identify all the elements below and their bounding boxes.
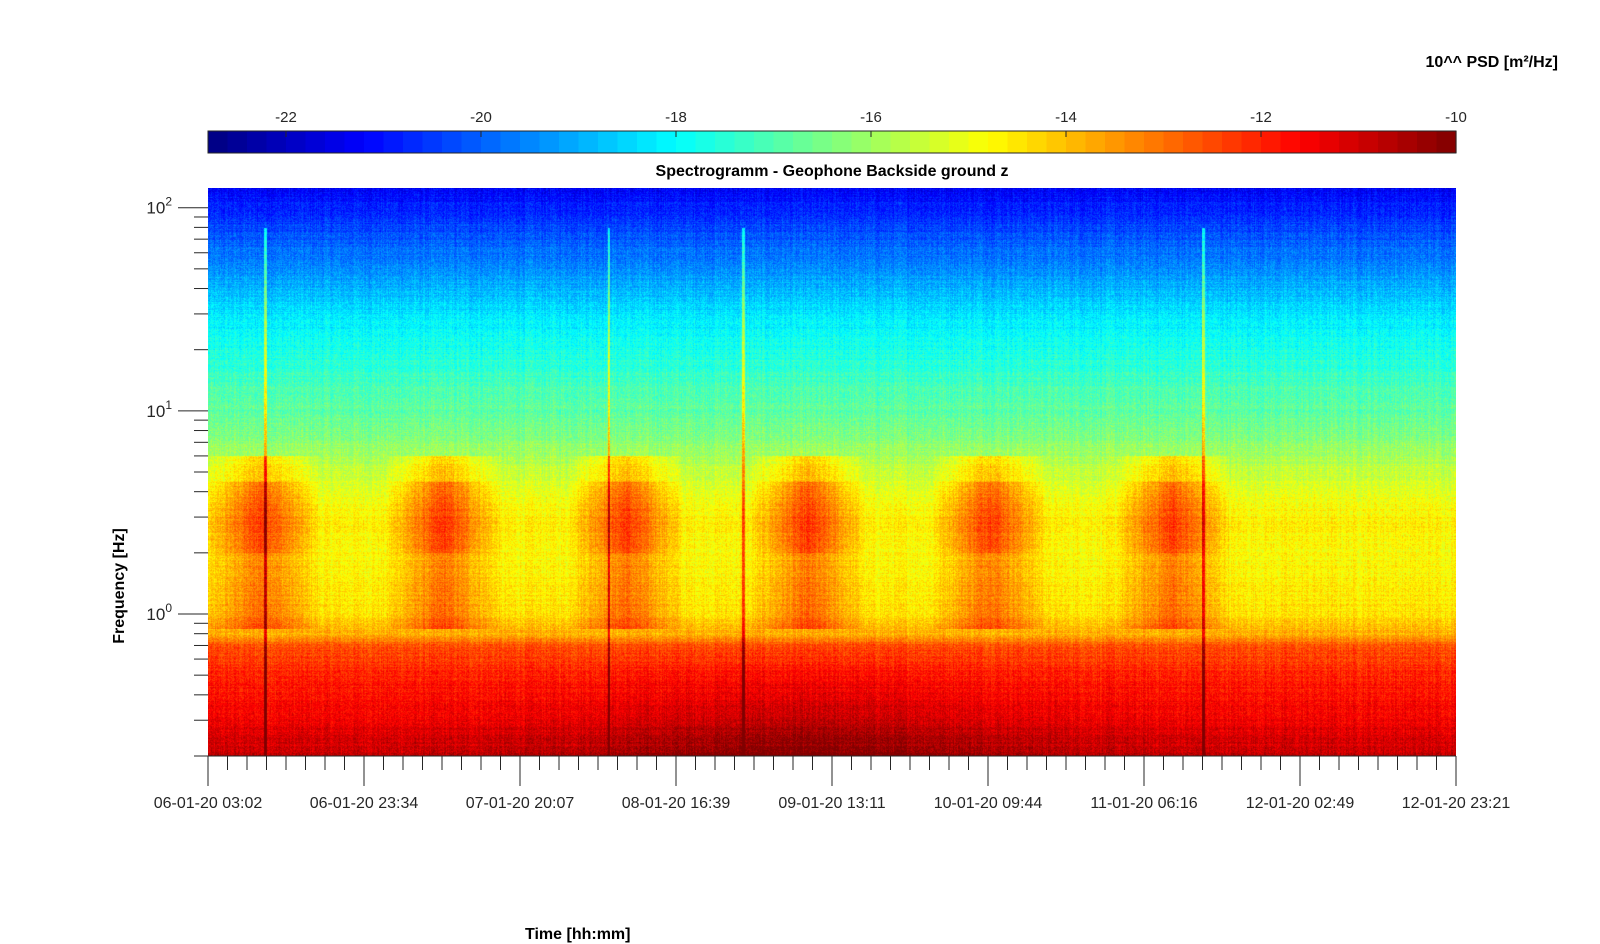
colorbar-segment <box>539 131 560 153</box>
colorbar-segment <box>1222 131 1243 153</box>
colorbar-segment <box>1319 131 1340 153</box>
colorbar-tick-label: -18 <box>665 109 687 126</box>
colorbar-segment <box>364 131 385 153</box>
colorbar-segment <box>383 131 404 153</box>
colorbar-segment <box>1339 131 1360 153</box>
y-tick-label: 102 <box>146 195 172 218</box>
colorbar-segment <box>1007 131 1028 153</box>
colorbar-tick-label: -10 <box>1445 109 1467 126</box>
colorbar-segment <box>851 131 872 153</box>
colorbar-segment <box>754 131 775 153</box>
x-tick-label: 09-01-20 13:11 <box>778 795 885 812</box>
colorbar-segment <box>1397 131 1418 153</box>
colorbar-frame <box>207 130 1457 154</box>
colorbar-segment <box>1183 131 1204 153</box>
colorbar-segment <box>481 131 502 153</box>
colorbar-segment <box>1163 131 1184 153</box>
colorbar-segment <box>305 131 326 153</box>
colorbar-tick-label: -16 <box>860 109 882 126</box>
x-tick-label: 11-01-20 06:16 <box>1090 795 1197 812</box>
colorbar-segment <box>1066 131 1087 153</box>
colorbar-segment <box>637 131 658 153</box>
colorbar-segment <box>1358 131 1379 153</box>
colorbar-segment <box>559 131 580 153</box>
colorbar-segment <box>442 131 463 153</box>
colorbar-segment <box>422 131 443 153</box>
colorbar-segment <box>1436 131 1457 153</box>
colorbar-segment <box>266 131 287 153</box>
colorbar-segment <box>578 131 599 153</box>
colorbar-segment <box>1124 131 1145 153</box>
colorbar-segment <box>734 131 755 153</box>
colorbar-segment <box>949 131 970 153</box>
colorbar-segment <box>286 131 307 153</box>
colorbar-segment <box>910 131 931 153</box>
colorbar-segment <box>247 131 268 153</box>
x-tick-label: 12-01-20 02:49 <box>1246 795 1355 812</box>
colorbar-segment <box>344 131 365 153</box>
colorbar-segment <box>890 131 911 153</box>
x-tick-label: 06-01-20 23:34 <box>310 795 419 812</box>
colorbar-segment <box>1202 131 1223 153</box>
x-tick-label: 10-01-20 09:44 <box>934 795 1043 812</box>
colorbar-segment <box>988 131 1009 153</box>
x-tick-label: 08-01-20 16:39 <box>622 795 731 812</box>
colorbar-segment <box>1144 131 1165 153</box>
x-tick-label: 07-01-20 20:07 <box>466 795 575 812</box>
colorbar-segment <box>793 131 814 153</box>
colorbar-segment <box>1280 131 1301 153</box>
colorbar-segment <box>695 131 716 153</box>
colorbar-segment <box>1085 131 1106 153</box>
colorbar-segment <box>227 131 248 153</box>
spectrogram-plot <box>208 188 1456 756</box>
colorbar-segment <box>715 131 736 153</box>
colorbar-segment <box>676 131 697 153</box>
colorbar-segment <box>598 131 619 153</box>
colorbar-segment <box>812 131 833 153</box>
colorbar-segment <box>325 131 346 153</box>
colorbar-segment <box>968 131 989 153</box>
colorbar-segment <box>1027 131 1048 153</box>
colorbar-segment <box>1105 131 1126 153</box>
colorbar-segment <box>871 131 892 153</box>
colorbar-segment <box>1046 131 1067 153</box>
colorbar-segment <box>461 131 482 153</box>
y-axis: 100 101 102 <box>146 195 208 757</box>
colorbar-tick-label: -14 <box>1055 109 1077 126</box>
colorbar-segment <box>773 131 794 153</box>
y-tick-label: 101 <box>146 398 172 421</box>
chart-title: Spectrogramm - Geophone Backside ground … <box>655 163 1009 180</box>
colorbar-segment <box>929 131 950 153</box>
colorbar-segment <box>500 131 521 153</box>
colorbar: -22 -20 -18 -16 -14 -12 -10 <box>207 109 1467 154</box>
colorbar-segment <box>1261 131 1282 153</box>
colorbar-segment <box>1378 131 1399 153</box>
x-tick-label: 12-01-20 23:21 <box>1402 795 1511 812</box>
colorbar-segment <box>1417 131 1438 153</box>
x-axis: 06-01-20 03:02 06-01-20 23:34 07-01-20 20:… <box>154 755 1511 812</box>
colorbar-segment <box>208 131 229 153</box>
y-tick-label: 100 <box>146 601 172 624</box>
colorbar-label: 10^^ PSD [m²/Hz] <box>1425 54 1558 71</box>
colorbar-segment <box>656 131 677 153</box>
colorbar-tick-label: -20 <box>470 109 492 126</box>
x-tick-label: 06-01-20 03:02 <box>154 795 263 812</box>
colorbar-tick-label: -12 <box>1250 109 1272 126</box>
colorbar-tick-label: -22 <box>275 109 297 126</box>
colorbar-segment <box>1300 131 1321 153</box>
colorbar-segment <box>520 131 541 153</box>
colorbar-segment <box>403 131 424 153</box>
colorbar-segment <box>617 131 638 153</box>
colorbar-segment <box>1241 131 1262 153</box>
spectrogram-heatmap <box>208 188 1456 756</box>
colorbar-segment <box>832 131 853 153</box>
x-axis-label: Time [hh:mm] <box>525 926 631 943</box>
